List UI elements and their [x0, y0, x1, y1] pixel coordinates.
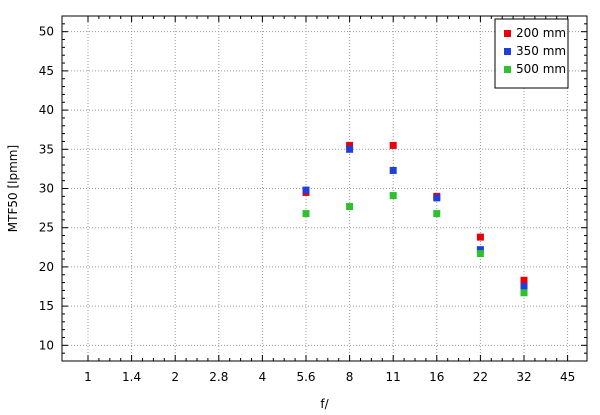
y-tick-label: 30 — [39, 182, 54, 196]
legend-label-series-2: 350 mm — [516, 44, 566, 58]
y-tick-label: 10 — [39, 338, 54, 352]
data-point-series-2 — [346, 145, 354, 153]
x-tick-label: 1 — [84, 370, 92, 384]
data-point-series-3 — [302, 210, 310, 218]
x-tick-label: 4 — [259, 370, 267, 384]
x-tick-label: 2 — [171, 370, 179, 384]
x-tick-label: 2.8 — [209, 370, 228, 384]
y-tick-label: 45 — [39, 64, 54, 78]
data-point-series-2 — [433, 194, 441, 202]
data-point-series-3 — [520, 289, 528, 297]
legend-label-series-3: 500 mm — [516, 62, 566, 76]
legend-label-series-1: 200 mm — [516, 26, 566, 40]
legend-swatch-series-3 — [504, 66, 511, 73]
data-point-series-1 — [346, 141, 354, 149]
x-axis-tick-labels: 1 1.4 2 2.8 4 5.6 8 11 16 22 32 45 — [84, 370, 575, 384]
data-point-series-2 — [302, 186, 310, 194]
x-tick-label: 1.4 — [122, 370, 141, 384]
legend-swatch-series-2 — [504, 48, 511, 55]
grid-lines — [62, 16, 587, 361]
x-axis-label: f/ — [320, 397, 329, 411]
data-point-series-2 — [476, 246, 484, 254]
x-tick-label: 16 — [429, 370, 444, 384]
data-point-series-1 — [520, 276, 528, 284]
x-tick-label: 22 — [473, 370, 488, 384]
y-tick-label: 15 — [39, 299, 54, 313]
data-point-series-2 — [520, 283, 528, 291]
legend-swatch-series-1 — [504, 30, 511, 37]
x-tick-label: 8 — [346, 370, 354, 384]
x-tick-label: 45 — [560, 370, 575, 384]
data-point-series-2 — [389, 166, 397, 174]
y-tick-label: 20 — [39, 260, 54, 274]
y-tick-label: 50 — [39, 25, 54, 39]
x-tick-label: 11 — [386, 370, 401, 384]
data-points — [302, 141, 528, 297]
y-axis-tick-labels: 10 15 20 25 30 35 40 45 50 — [39, 25, 54, 353]
y-tick-label: 35 — [39, 142, 54, 156]
data-point-series-3 — [433, 210, 441, 218]
data-point-series-1 — [389, 141, 397, 149]
data-point-series-3 — [389, 192, 397, 200]
x-tick-label: 32 — [516, 370, 531, 384]
y-tick-label: 40 — [39, 103, 54, 117]
y-axis-label: MTF50 [lpmm] — [6, 145, 20, 232]
legend-items: 200 mm 350 mm 500 mm — [504, 26, 566, 76]
data-point-series-1 — [476, 233, 484, 241]
x-tick-label: 5.6 — [296, 370, 315, 384]
axis-ticks — [62, 15, 587, 362]
data-point-series-3 — [346, 203, 354, 211]
data-point-series-3 — [476, 250, 484, 258]
y-tick-label: 25 — [39, 221, 54, 235]
legend: 200 mm 350 mm 500 mm — [494, 18, 569, 89]
